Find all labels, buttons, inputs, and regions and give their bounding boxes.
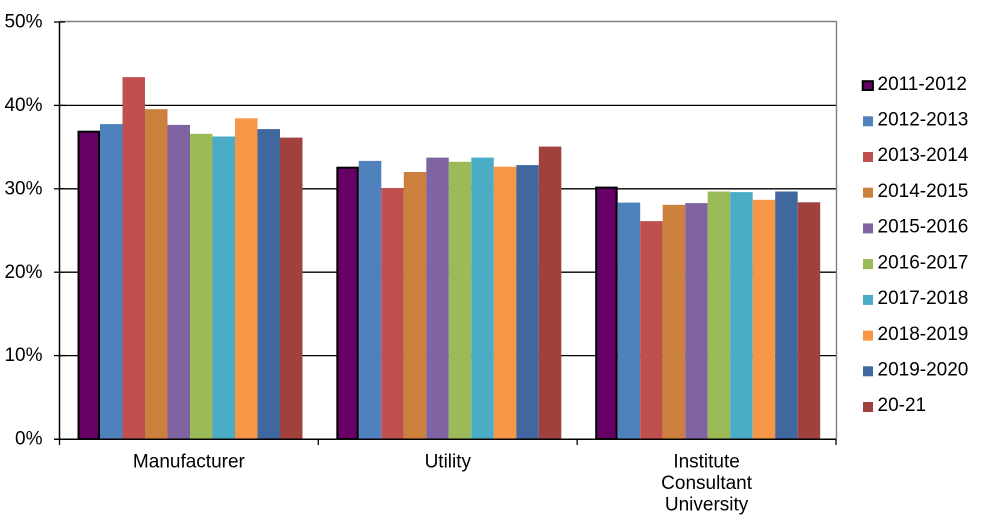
svg-text:10%: 10% <box>4 345 42 366</box>
svg-text:2019-2020: 2019-2020 <box>878 360 969 381</box>
svg-text:2013-2014: 2013-2014 <box>878 145 969 166</box>
svg-text:2012-2013: 2012-2013 <box>878 110 969 131</box>
svg-text:Consultant: Consultant <box>661 473 753 494</box>
svg-text:Institute: Institute <box>673 452 740 473</box>
svg-text:40%: 40% <box>4 95 42 116</box>
svg-text:Utility: Utility <box>425 452 472 473</box>
svg-text:2014-2015: 2014-2015 <box>878 181 969 202</box>
svg-text:2011-2012: 2011-2012 <box>878 74 967 95</box>
svg-text:2018-2019: 2018-2019 <box>878 324 969 345</box>
svg-text:2016-2017: 2016-2017 <box>878 252 969 273</box>
svg-text:30%: 30% <box>4 178 42 199</box>
svg-text:20-21: 20-21 <box>878 395 927 416</box>
svg-text:2017-2018: 2017-2018 <box>878 288 969 309</box>
svg-text:Manufacturer: Manufacturer <box>133 452 246 473</box>
svg-text:University: University <box>665 494 749 515</box>
svg-text:50%: 50% <box>4 12 42 33</box>
svg-text:2015-2016: 2015-2016 <box>878 217 969 238</box>
svg-text:0%: 0% <box>15 429 43 450</box>
svg-text:20%: 20% <box>4 262 42 283</box>
